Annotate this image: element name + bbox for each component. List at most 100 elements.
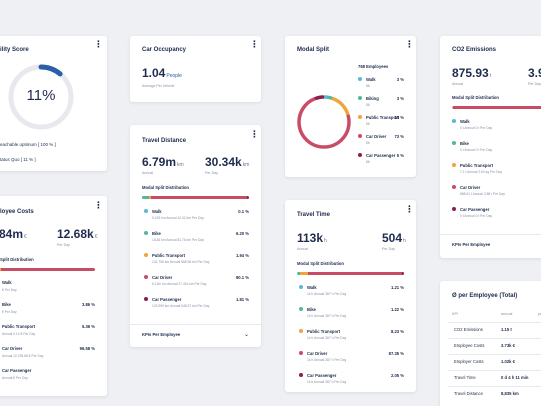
kpi-per-employee-label[interactable]: KPIs Per Employee bbox=[142, 332, 181, 337]
mode-label: Car Driver bbox=[307, 350, 328, 356]
mode-color-dot bbox=[452, 119, 456, 123]
viability-value: 11% bbox=[26, 87, 56, 104]
distance-per-day: 30.34kkm bbox=[205, 155, 250, 169]
more-options-icon[interactable]: ⋮ bbox=[405, 204, 414, 214]
mode-detail: 7.1 t Annual 2.64 kg Per Day bbox=[460, 170, 502, 174]
mode-color-dot bbox=[144, 209, 148, 213]
modal-split-heading: Split Distribution bbox=[0, 257, 34, 262]
card-title: Travel Distance bbox=[142, 138, 187, 144]
bar-segment bbox=[298, 272, 300, 275]
mode-color-dot bbox=[144, 253, 148, 257]
mode-label: Bike bbox=[307, 306, 316, 312]
column-header-pe: pe bbox=[538, 312, 541, 316]
mode-label: Public Transport bbox=[307, 328, 341, 334]
mode-color-dot bbox=[299, 351, 303, 355]
mode-color-dot bbox=[452, 141, 456, 145]
mode-detail: Annual € Per Day bbox=[2, 376, 28, 380]
more-options-icon[interactable]: ⋮ bbox=[250, 39, 259, 49]
kpi-annual-value: 1.15 t bbox=[501, 327, 512, 332]
mode-detail: 86 bbox=[366, 160, 370, 164]
mode-share-value: 1.81 % bbox=[235, 296, 249, 302]
row-divider bbox=[448, 354, 541, 355]
time-annual: 113kh bbox=[297, 231, 327, 245]
chevron-down-icon[interactable]: ⌄ bbox=[244, 332, 250, 338]
bar-segment bbox=[247, 196, 249, 199]
mode-detail: 1k h Annual 387 h Per Day bbox=[307, 336, 347, 340]
mode-label: Public Transport bbox=[366, 114, 400, 120]
kpi-name: CO2 Emissions bbox=[454, 327, 483, 332]
modal-split-bar bbox=[452, 106, 541, 109]
more-options-icon[interactable]: ⋮ bbox=[94, 39, 103, 49]
bar-segment bbox=[148, 196, 151, 199]
mode-detail: 86 bbox=[366, 103, 370, 107]
mode-detail: 9,419 km Annual 42.02 km Per Day bbox=[152, 216, 204, 220]
mode-share-value: 8.23 % bbox=[390, 328, 404, 334]
annual-label: Annual bbox=[142, 171, 154, 175]
more-options-icon[interactable]: ⋮ bbox=[94, 200, 103, 210]
travel-distance-card: Travel Distance ⋮ 6.79mkm Annual 30.34kk… bbox=[130, 125, 261, 347]
donut-segment bbox=[297, 95, 351, 149]
mode-share-value: 3 % bbox=[396, 95, 404, 101]
mode-color-dot bbox=[358, 96, 362, 100]
mode-color-dot bbox=[299, 307, 303, 311]
mode-label: Walk bbox=[366, 76, 376, 82]
kpi-per-employee-label[interactable]: KPIs Per Employee bbox=[452, 242, 491, 247]
mode-color-dot bbox=[299, 373, 303, 377]
bar-segment bbox=[299, 272, 309, 275]
mode-label: Biking bbox=[366, 95, 379, 101]
column-header-kpi: KPI bbox=[452, 312, 459, 316]
modal-split-bar bbox=[142, 196, 249, 199]
mode-color-dot bbox=[452, 207, 456, 211]
mode-share-value: 90.1 % bbox=[235, 274, 249, 280]
kpi-name: Employee Costs bbox=[454, 343, 485, 348]
reachable-optimum-text: eachable optimum [ 100 % ] bbox=[0, 142, 56, 147]
mode-detail: Annual 0.14 € Per Day bbox=[2, 332, 36, 336]
employee-costs-card: loyee Costs ⋮ 84m€ 12.68k€ Per Day Split… bbox=[0, 196, 107, 396]
mode-label: Public Transport bbox=[2, 323, 36, 329]
divider bbox=[440, 234, 541, 235]
mode-color-dot bbox=[358, 134, 362, 138]
mode-label: Walk bbox=[307, 284, 317, 290]
co2-emissions-card: CO2 Emissions 875.93t Annual 3.9 Per Day… bbox=[440, 36, 541, 258]
mode-label: Car Driver bbox=[366, 133, 387, 139]
annual-label: Annual bbox=[452, 82, 464, 86]
costs-per-day: 12.68k€ bbox=[57, 227, 98, 241]
mode-color-dot bbox=[358, 153, 362, 157]
mode-share-value: 1.21 % bbox=[390, 284, 404, 290]
mode-color-dot bbox=[299, 285, 303, 289]
donut-segment bbox=[297, 95, 351, 149]
mode-detail: 1k h Annual 387 h Per Day bbox=[307, 314, 347, 318]
mode-label: Bike bbox=[152, 230, 161, 236]
more-options-icon[interactable]: ⋮ bbox=[250, 129, 259, 139]
travel-time-card: Travel Time ⋮ 113kh Annual 504h Per Day … bbox=[285, 200, 416, 392]
more-options-icon[interactable]: ⋮ bbox=[405, 39, 414, 49]
mode-detail: € Per Day bbox=[2, 288, 17, 292]
card-title: Ø per Employee (Total) bbox=[452, 293, 518, 299]
mode-detail: 0 t Annual 0 t Per Day bbox=[460, 214, 493, 218]
mode-detail: 1k h Annual 387 h Per Day bbox=[307, 380, 347, 384]
row-divider bbox=[448, 338, 541, 339]
modal-split-donut bbox=[297, 95, 351, 149]
mode-detail: 131,756 km Annual 588.98 km Per Day bbox=[152, 260, 210, 264]
card-title: loyee Costs bbox=[0, 209, 34, 215]
occupancy-subtitle: Average Per Vehicle bbox=[142, 84, 175, 88]
kpi-annual-value: 3.73k € bbox=[501, 343, 515, 348]
mode-label: Walk bbox=[152, 208, 162, 214]
mode-detail: 86 bbox=[366, 84, 370, 88]
mode-color-dot bbox=[144, 231, 148, 235]
mode-detail: 86 bbox=[366, 141, 370, 145]
row-divider bbox=[448, 386, 541, 387]
mode-color-dot bbox=[299, 329, 303, 333]
viability-gauge bbox=[8, 64, 74, 130]
kpi-name: Travel Time bbox=[454, 375, 476, 380]
mode-share-value: 15 % bbox=[394, 114, 404, 120]
mode-share-value: 3.86 % bbox=[81, 301, 95, 307]
time-per-day: 504h bbox=[382, 231, 406, 245]
mode-detail: 0 t Annual 0 t Per Day bbox=[460, 148, 493, 152]
mode-color-dot bbox=[358, 115, 362, 119]
costs-annual: 84m€ bbox=[0, 227, 27, 241]
mode-label: Car Passenger bbox=[460, 206, 490, 212]
modal-split-heading: Modal Split Distribution bbox=[452, 95, 499, 100]
mode-label: Car Driver bbox=[460, 184, 481, 190]
annual-label: Annual bbox=[297, 247, 309, 251]
